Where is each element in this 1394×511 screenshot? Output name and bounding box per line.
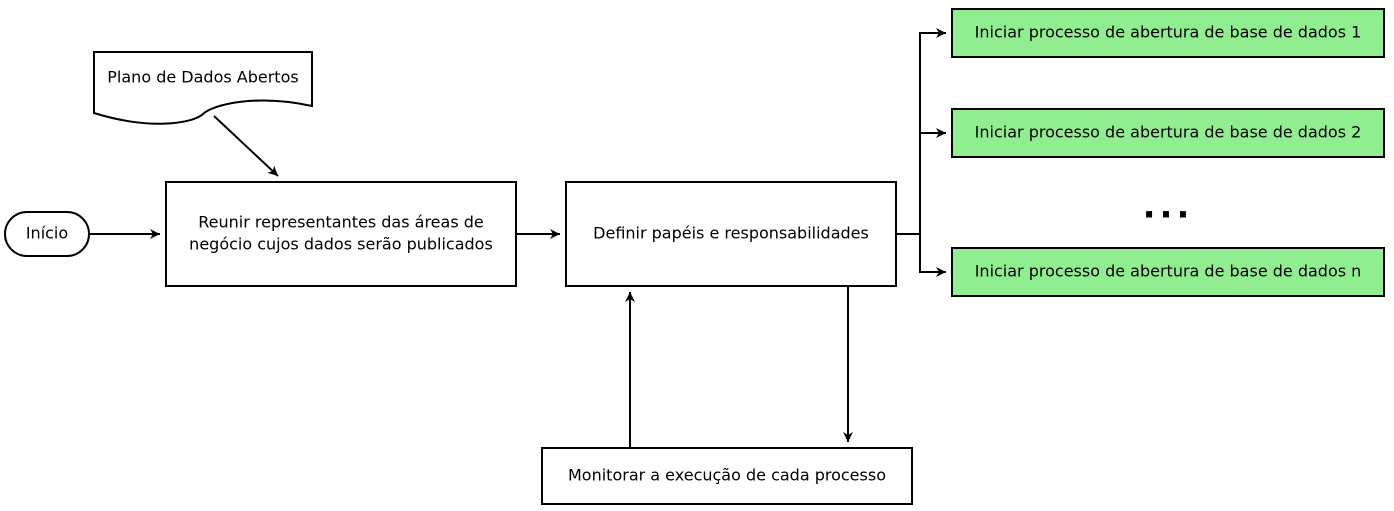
flowchart-diagram: Início Plano de Dados Abertos Reunir repre… (0, 0, 1394, 511)
node-proc2: Iniciar processo de abertura de base de … (952, 109, 1384, 157)
edge-definir-procn (896, 234, 946, 272)
svg-text:negócio cujos dados serão publ: negócio cujos dados serão publicados (189, 235, 493, 254)
svg-text:Iniciar processo de abertura d: Iniciar processo de abertura de base de … (975, 23, 1362, 42)
svg-text:Definir papéis e responsabilid: Definir papéis e responsabilidades (593, 224, 869, 243)
svg-text:...: ... (1143, 187, 1194, 227)
node-monitorar: Monitorar a execução de cada processo (542, 448, 912, 504)
node-reunir: Reunir representantes das áreas de negóci… (166, 182, 516, 286)
svg-text:Início: Início (26, 224, 68, 243)
node-procn: Iniciar processo de abertura de base de … (952, 248, 1384, 296)
svg-text:Plano de Dados Abertos: Plano de Dados Abertos (107, 68, 298, 87)
node-ellipsis: ... (1143, 187, 1194, 227)
svg-text:Reunir representantes das área: Reunir representantes das áreas de (198, 213, 484, 232)
svg-text:Iniciar processo de abertura d: Iniciar processo de abertura de base de … (975, 262, 1362, 281)
node-definir: Definir papéis e responsabilidades (566, 182, 896, 286)
edge-definir-proc2 (896, 133, 946, 234)
node-proc1: Iniciar processo de abertura de base de … (952, 9, 1384, 57)
svg-text:Iniciar processo de abertura d: Iniciar processo de abertura de base de … (975, 123, 1362, 142)
node-inicio: Início (5, 212, 89, 256)
edge-plano-reunir (214, 116, 278, 176)
node-plano: Plano de Dados Abertos (94, 52, 312, 124)
svg-text:Monitorar a execução de cada p: Monitorar a execução de cada processo (568, 466, 886, 485)
